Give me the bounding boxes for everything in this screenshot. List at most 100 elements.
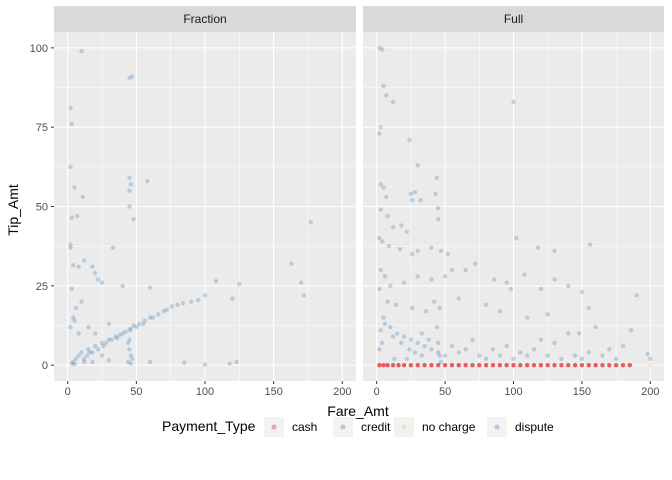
data-point-credit	[234, 359, 239, 365]
x-axis-title: Fare_Amt	[327, 403, 389, 419]
data-point-credit	[82, 258, 87, 263]
facet-strip-label: Full	[504, 12, 523, 26]
data-point-credit	[123, 329, 128, 335]
data-point-credit	[381, 83, 386, 89]
data-point-credit	[86, 324, 91, 330]
data-point-credit	[385, 299, 390, 304]
data-point-credit	[497, 309, 503, 314]
data-point-credit	[289, 261, 294, 266]
data-point-credit	[130, 74, 135, 79]
data-point-cash	[545, 362, 550, 368]
data-point-credit	[128, 182, 134, 187]
data-point-cash	[429, 362, 434, 368]
data-point-cash	[377, 362, 382, 368]
data-point-credit	[195, 297, 201, 303]
data-point-credit	[399, 223, 404, 228]
data-point-credit	[545, 312, 550, 317]
data-point-cash	[607, 362, 612, 368]
data-point-credit	[401, 280, 407, 285]
data-point-credit	[69, 215, 75, 220]
data-point-credit	[634, 293, 639, 298]
legend-label: no charge	[422, 420, 476, 434]
data-point-credit	[101, 343, 106, 349]
data-point-credit	[381, 185, 386, 190]
data-point-cash	[613, 362, 619, 368]
data-point-credit	[497, 353, 503, 358]
data-point-credit	[76, 264, 81, 269]
data-point-credit	[628, 328, 634, 333]
legend-key	[487, 417, 507, 437]
data-point-credit	[79, 299, 84, 304]
data-point-credit	[504, 343, 509, 349]
data-point-credit	[377, 236, 382, 241]
data-point-credit	[92, 270, 98, 276]
data-point-credit	[82, 356, 87, 361]
data-point-credit	[125, 359, 131, 365]
data-point-credit	[131, 216, 136, 222]
data-point-cash	[385, 362, 390, 368]
legend-label: credit	[361, 420, 391, 434]
data-point-credit	[79, 48, 84, 54]
data-point-credit	[175, 302, 180, 308]
data-point-credit	[436, 216, 441, 222]
data-point-credit	[381, 315, 386, 320]
data-point-credit	[524, 315, 530, 320]
x-tick-label: 0	[374, 386, 380, 398]
data-point-credit	[483, 302, 489, 308]
data-point-credit	[463, 267, 468, 273]
data-point-credit	[128, 361, 134, 366]
data-point-cash	[490, 362, 496, 368]
data-point-cash	[497, 362, 503, 368]
data-point-credit	[128, 326, 134, 331]
data-point-credit	[552, 277, 557, 282]
data-point-credit	[579, 289, 585, 295]
data-point-credit	[69, 361, 75, 366]
legend-key	[394, 417, 414, 437]
data-point-cash	[559, 362, 564, 368]
data-point-credit	[607, 347, 612, 352]
legend-symbol	[401, 424, 407, 430]
points-layer	[68, 45, 653, 368]
data-point-credit	[445, 251, 451, 257]
data-point-credit	[378, 207, 383, 212]
data-point-credit	[648, 356, 653, 361]
data-point-credit	[404, 229, 409, 235]
data-point-credit	[545, 353, 550, 358]
data-point-credit	[514, 236, 519, 241]
data-point-credit	[213, 278, 219, 284]
data-point-credit	[429, 277, 434, 282]
data-point-cash	[381, 362, 386, 368]
data-point-credit	[161, 309, 167, 314]
data-point-credit	[68, 242, 73, 247]
data-point-cash	[518, 362, 523, 368]
data-point-credit	[436, 350, 441, 355]
data-point-credit	[68, 164, 73, 170]
data-point-credit	[106, 337, 112, 342]
data-point-cash	[627, 362, 632, 368]
data-point-credit	[92, 331, 98, 336]
data-point-credit	[110, 245, 116, 250]
data-point-credit	[377, 45, 382, 51]
data-point-credit	[117, 332, 123, 338]
data-point-credit	[449, 267, 455, 273]
data-point-cash	[390, 362, 396, 368]
data-point-credit	[75, 213, 80, 219]
data-point-credit	[106, 321, 112, 327]
data-point-credit	[470, 337, 475, 342]
data-point-credit	[531, 347, 537, 352]
data-point-credit	[524, 353, 530, 358]
data-point-credit	[392, 356, 397, 361]
data-point-cash	[456, 362, 461, 368]
data-point-credit	[169, 304, 175, 309]
data-point-credit	[434, 324, 440, 330]
data-point-credit	[99, 280, 105, 285]
data-point-credit	[377, 131, 382, 136]
data-point-credit	[390, 334, 396, 339]
data-point-credit	[202, 362, 208, 367]
data-point-credit	[456, 350, 461, 355]
data-point-credit	[230, 296, 235, 301]
data-point-credit	[415, 340, 420, 346]
data-point-credit	[407, 137, 412, 143]
data-point-credit	[511, 99, 516, 105]
x-tick-label: 50	[130, 386, 142, 398]
